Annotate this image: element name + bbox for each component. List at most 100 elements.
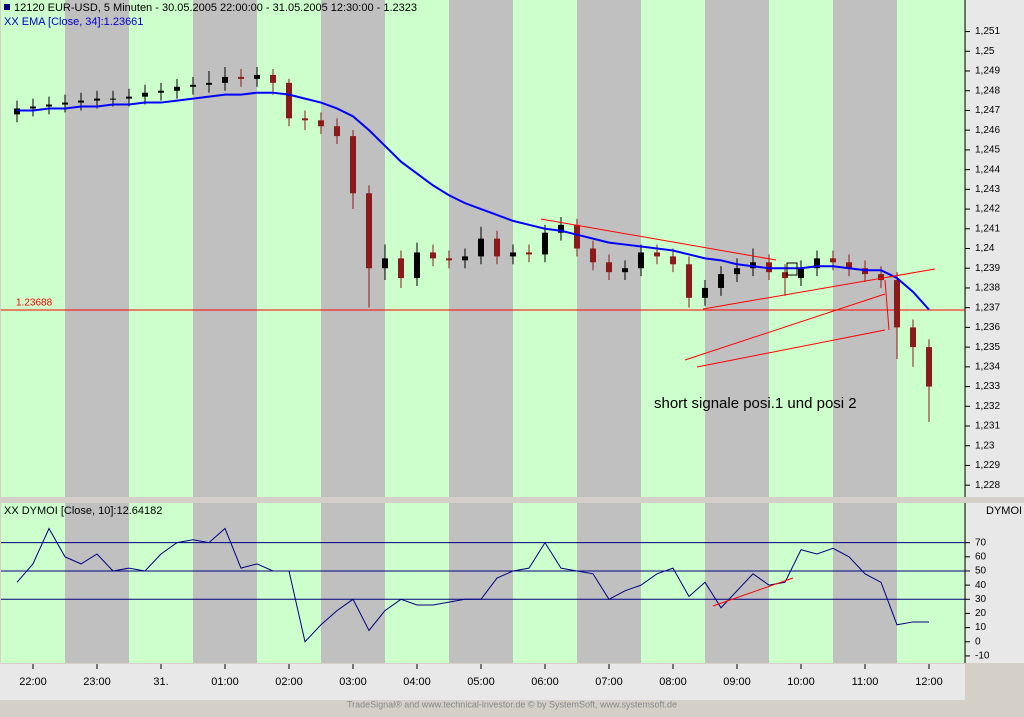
candle-body [910, 327, 916, 348]
candle-body [142, 92, 148, 97]
candle-body [366, 193, 372, 269]
candle-body [414, 252, 420, 279]
x-tick-label: 07:00 [595, 676, 623, 688]
candle-body [526, 252, 532, 255]
candle-body [590, 248, 596, 263]
candle-body [606, 262, 612, 273]
session-column [449, 503, 513, 663]
candle-body [46, 104, 52, 107]
candle-body [446, 258, 452, 261]
y-tick-label: 1,25 [975, 46, 995, 57]
candle-body [334, 126, 340, 137]
candle-body [734, 268, 740, 275]
y-tick-label: 40 [975, 580, 987, 591]
session-column [833, 503, 897, 663]
candle-body [254, 74, 260, 79]
session-column [577, 0, 641, 497]
candle-body [574, 224, 580, 249]
candle-body [430, 252, 436, 259]
session-column [321, 503, 385, 663]
x-tick-label: 08:00 [659, 676, 687, 688]
marker-box [786, 262, 798, 276]
trend-line [540, 218, 777, 261]
footer: TradeSignal® and www.technical-investor.… [347, 699, 677, 709]
candle-body [462, 256, 468, 261]
y-tick-label: 1,238 [975, 283, 1000, 294]
session-column [577, 503, 641, 663]
icon [4, 4, 10, 10]
axis-panel [966, 0, 1024, 497]
y-tick-label: 1,232 [975, 401, 1000, 412]
y-tick-label: 30 [975, 594, 987, 605]
session-column [193, 503, 257, 663]
candle-body [510, 252, 516, 257]
axis-panel [966, 503, 1024, 663]
candle-body [238, 76, 244, 79]
y-tick-label: 1,236 [975, 322, 1000, 333]
candle-body [926, 347, 932, 387]
candle-body [190, 84, 196, 87]
candle-body [654, 252, 660, 257]
candle-body [830, 258, 836, 263]
y-tick-label: 60 [975, 551, 987, 562]
x-tick-label: 02:00 [275, 676, 303, 688]
candle-body [398, 258, 404, 279]
y-tick-label: 1,248 [975, 85, 1000, 96]
y-tick-label: 1,242 [975, 204, 1000, 215]
ema-label: XX EMA [Close, 34]:1.23661 [4, 16, 143, 28]
trend-line [702, 268, 936, 310]
y-tick-label: 1,244 [975, 164, 1000, 175]
x-tick-label: 10:00 [787, 676, 815, 688]
candle-body [382, 258, 388, 269]
y-tick-label: 1,229 [975, 460, 1000, 471]
plot: 1,228 1,229 1,23 1,231 1,232 1,233 1,234 1,235 1… [1, 26, 1000, 688]
candle-body [686, 264, 692, 298]
y-tick-label: 1,245 [975, 145, 1000, 156]
trend-line [712, 577, 794, 607]
x-tick-label: 05:00 [467, 676, 495, 688]
y-tick-label: 1,234 [975, 361, 1000, 372]
ema-line [17, 91, 930, 311]
candle-body [638, 252, 644, 269]
y-tick-label: 1,246 [975, 125, 1000, 136]
candle-body [62, 102, 68, 105]
trend-line [684, 293, 886, 361]
y-tick-label: 1,228 [975, 480, 1000, 491]
candle-body [174, 86, 180, 91]
x-tick-label: 31. [153, 676, 168, 688]
y-tick-label: 1,237 [975, 302, 1000, 313]
candle-body [78, 100, 84, 103]
candle-body [782, 272, 788, 279]
candle-body [814, 258, 820, 269]
candle-body [206, 82, 212, 85]
candle-body [318, 120, 324, 127]
candle-body [494, 238, 500, 257]
y-tick-label: 70 [975, 537, 987, 548]
session-column [705, 503, 769, 663]
x-tick-label: 03:00 [339, 676, 367, 688]
trend-lines [540, 218, 936, 607]
candle-body [798, 268, 804, 279]
candle-body [350, 136, 356, 194]
y-tick-label: 0 [975, 636, 981, 647]
candle-body [670, 256, 676, 265]
annotation: short signale posi.1 und posi 2 [654, 395, 857, 412]
y-tick-label: 1,235 [975, 342, 1000, 353]
session-column [705, 0, 769, 497]
indicator-title: XX DYMOI [Close, 10]:12.64182 [4, 505, 162, 517]
y-tick-label: 1,249 [975, 66, 1000, 77]
y-tick-label: 1,23 [975, 440, 995, 451]
y-tick-label: 1,247 [975, 105, 1000, 116]
candle-body [30, 106, 36, 109]
session-columns [0, 0, 1024, 700]
x-tick-label: 04:00 [403, 676, 431, 688]
candle-body [622, 268, 628, 273]
x-tick-label: 06:00 [531, 676, 559, 688]
x-tick-label: 09:00 [723, 676, 751, 688]
y-tick-label: 1,243 [975, 184, 1000, 195]
candle-body [94, 98, 100, 101]
trend-line [696, 329, 886, 368]
indicator-axis-label: DYMOI [986, 505, 1022, 517]
